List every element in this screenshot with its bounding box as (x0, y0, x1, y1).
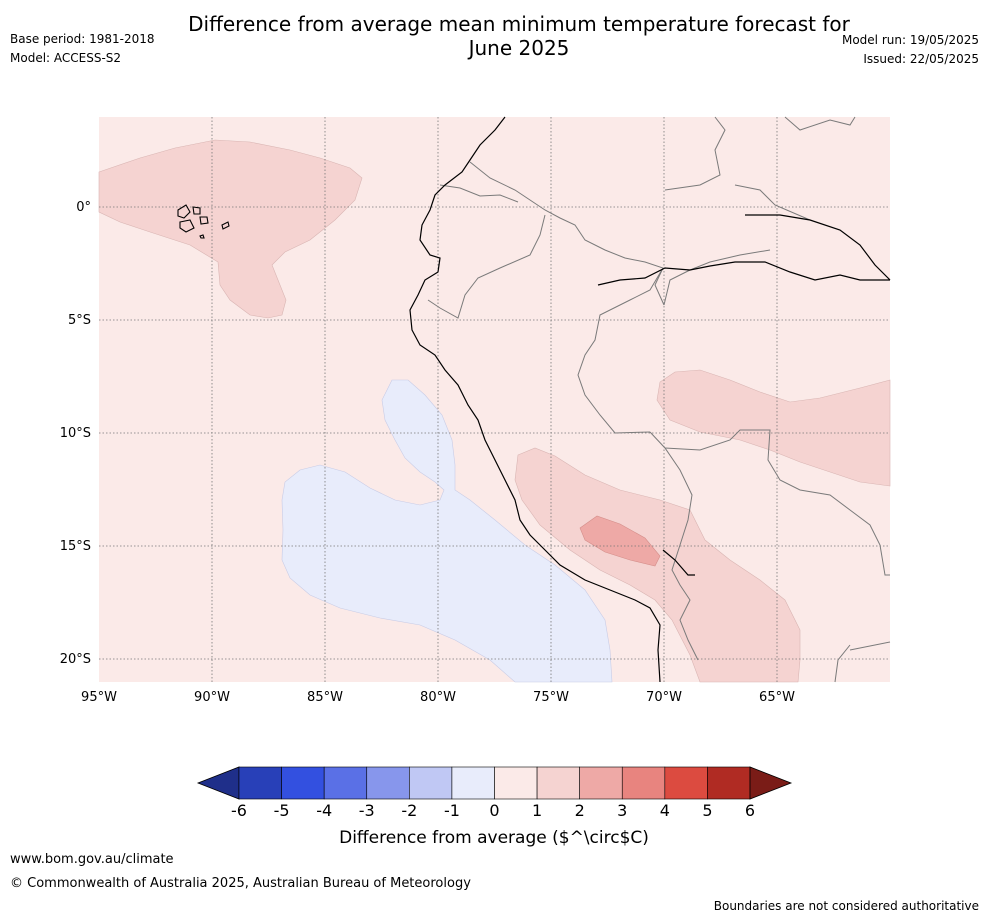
colorbar-tick-label: 3 (617, 801, 627, 820)
base-period: Base period: 1981-2018 (10, 32, 155, 46)
lat-label-10s: 10°S (60, 426, 91, 441)
colorbar-swatch (323, 766, 368, 800)
colorbar-extend-high (749, 766, 793, 800)
colorbar-swatch (664, 766, 708, 800)
colorbar-tick-label: 5 (702, 801, 712, 820)
colorbar-label: Difference from average ($^\circ$C) (339, 828, 649, 848)
colorbar-tick-label: 6 (745, 801, 755, 820)
map-title: Difference from average mean minimum tem… (150, 12, 888, 60)
anomaly-region-south (514, 447, 801, 683)
anomaly-region-east (656, 369, 891, 487)
colorbar-swatch (451, 766, 495, 800)
model-run: Model run: 19/05/2025 (841, 33, 979, 47)
anomaly-region-galapagos (98, 139, 363, 319)
colorbar-tick-label: 0 (489, 801, 499, 820)
lon-label-80w: 80°W (420, 690, 456, 705)
lon-label-75w: 75°W (533, 690, 569, 705)
lon-label-90w: 90°W (194, 690, 230, 705)
colorbar-tick-label: -3 (359, 801, 375, 820)
lon-label-95w: 95°W (81, 690, 117, 705)
colorbar-swatch (366, 766, 410, 800)
colorbar: -6 -5 -4 -3 -2 -1 0 1 2 3 4 5 6 (196, 766, 793, 820)
anomaly-core (579, 515, 661, 567)
colorbar-swatch (536, 766, 580, 800)
colorbar-swatch (707, 766, 751, 800)
lat-label-0: 0° (76, 200, 91, 215)
colorbar-tick-label: 4 (660, 801, 670, 820)
colorbar-tick-label: 2 (575, 801, 585, 820)
colorbar-tick-label: -6 (231, 801, 247, 820)
lon-label-70w: 70°W (646, 690, 682, 705)
lat-label-5s: 5°S (68, 313, 91, 328)
meta-right: Model run: 19/05/2025 Issued: 22/05/2025 (842, 33, 979, 71)
colorbar-tick-label: -5 (274, 801, 290, 820)
colorbar-tick-label: -2 (401, 801, 417, 820)
footer-copyright: © Commonwealth of Australia 2025, Austra… (10, 876, 471, 891)
colorbar-swatch (281, 766, 325, 800)
coastline (409, 116, 891, 683)
meta-left: Base period: 1981-2018 Model: ACCESS-S2 (10, 32, 155, 70)
lon-label-65w: 65°W (759, 690, 795, 705)
colorbar-tick-label: -1 (444, 801, 460, 820)
colorbar-swatch (494, 766, 538, 800)
colorbar-tick-label: 1 (532, 801, 542, 820)
footer-note: Boundaries are not considered authoritat… (713, 899, 979, 913)
colorbar-swatch (579, 766, 623, 800)
colorbar-swatch (409, 766, 453, 800)
graticule (99, 117, 890, 682)
colorbar-extend-low (196, 766, 240, 800)
footer-url: www.bom.gov.au/climate (10, 852, 174, 867)
issued-date: Issued: 22/05/2025 (863, 52, 979, 66)
title-line-2: June 2025 (468, 36, 570, 60)
galapagos-islands (177, 204, 230, 239)
model-name: Model: ACCESS-S2 (10, 51, 122, 65)
colorbar-tick-label: -4 (316, 801, 332, 820)
lat-label-15s: 15°S (60, 539, 91, 554)
country-borders (427, 116, 891, 683)
title-line-1: Difference from average mean minimum tem… (188, 12, 850, 36)
colorbar-swatch (238, 766, 282, 800)
colorbar-swatch (621, 766, 666, 800)
lat-label-20s: 20°S (60, 652, 91, 667)
lon-label-85w: 85°W (307, 690, 343, 705)
